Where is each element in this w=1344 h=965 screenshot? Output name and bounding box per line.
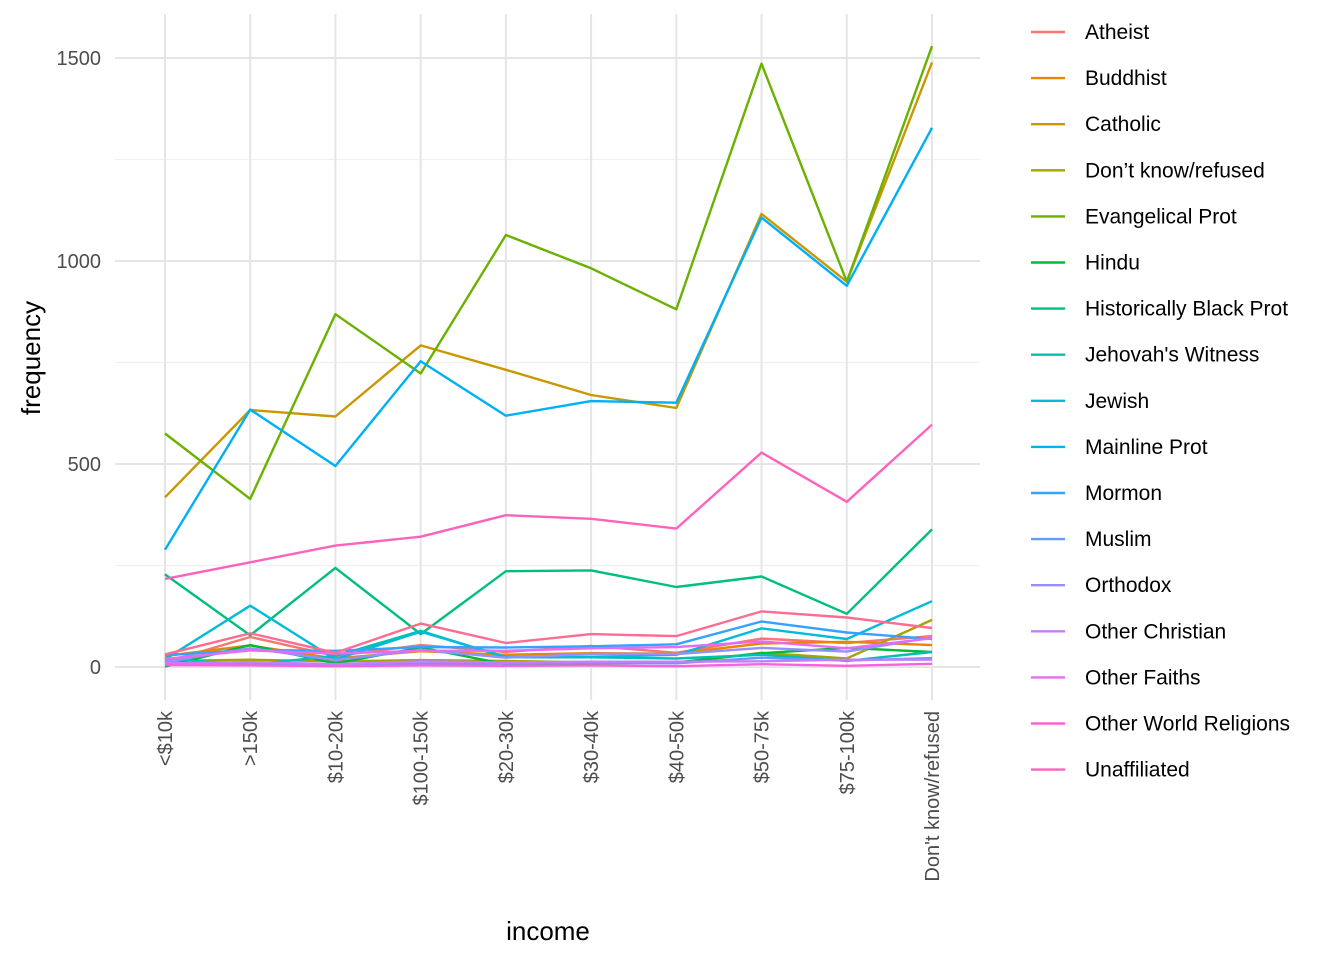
x-tick-label: $30-40k	[581, 710, 603, 783]
x-tick-label: <$10k	[155, 710, 177, 766]
x-tick-label: $20-30k	[496, 710, 518, 783]
legend-label: Other Faiths	[1085, 666, 1201, 689]
x-tick-label: $100-150k	[411, 710, 433, 806]
legend-label: Jewish	[1085, 390, 1149, 413]
legend-label: Mainline Prot	[1085, 436, 1208, 459]
legend-label: Orthodox	[1085, 574, 1172, 597]
x-tick-label: $10-20k	[325, 710, 347, 783]
x-tick-label: $75-100k	[837, 710, 859, 794]
legend-label: Buddhist	[1085, 67, 1167, 90]
series-line	[164, 610, 933, 656]
legend-label: Don’t know/refused	[1085, 159, 1265, 182]
axis-layer: 0 500 1000 1500 <$10k >150k $10-20k $100-150k $2…	[57, 48, 944, 882]
series-line	[164, 423, 933, 581]
legend-label: Unaffiliated	[1085, 759, 1190, 782]
series-line	[164, 662, 933, 668]
series-line	[164, 620, 933, 657]
series-line	[164, 528, 933, 637]
series-line	[164, 62, 934, 499]
series-layer	[163, 45, 934, 668]
y-axis-title: frequency	[16, 301, 46, 415]
y-tick-label: 0	[90, 657, 101, 679]
legend-label: Other Christian	[1085, 620, 1226, 643]
legend-label: Atheist	[1085, 21, 1149, 44]
series-line	[164, 636, 933, 663]
y-tick-label: 1500	[57, 48, 102, 70]
x-tick-label: $40-50k	[666, 710, 688, 783]
x-tick-label: $50-75k	[752, 710, 774, 783]
legend: Atheist Buddhist Catholic Don’t know/refuse…	[1031, 21, 1290, 782]
series-line	[163, 127, 934, 551]
legend-label: Muslim	[1085, 528, 1152, 551]
legend-label: Other World Religions	[1085, 713, 1290, 736]
x-tick-label: Don't know/refused	[922, 711, 944, 882]
legend-label: Catholic	[1085, 113, 1161, 136]
legend-label: Hindu	[1085, 252, 1140, 275]
legend-label: Jehovah's Witness	[1085, 344, 1259, 367]
series-line	[164, 45, 934, 501]
x-axis-title: income	[506, 916, 590, 946]
y-tick-label: 1000	[57, 251, 102, 273]
legend-label: Mormon	[1085, 482, 1162, 505]
grid-layer	[115, 14, 980, 700]
legend-label: Evangelical Prot	[1085, 205, 1237, 228]
series-line	[164, 637, 933, 661]
series-line	[164, 658, 932, 666]
x-tick-label: >150k	[240, 710, 262, 766]
legend-label: Historically Black Prot	[1085, 298, 1288, 321]
y-tick-label: 500	[68, 454, 101, 476]
